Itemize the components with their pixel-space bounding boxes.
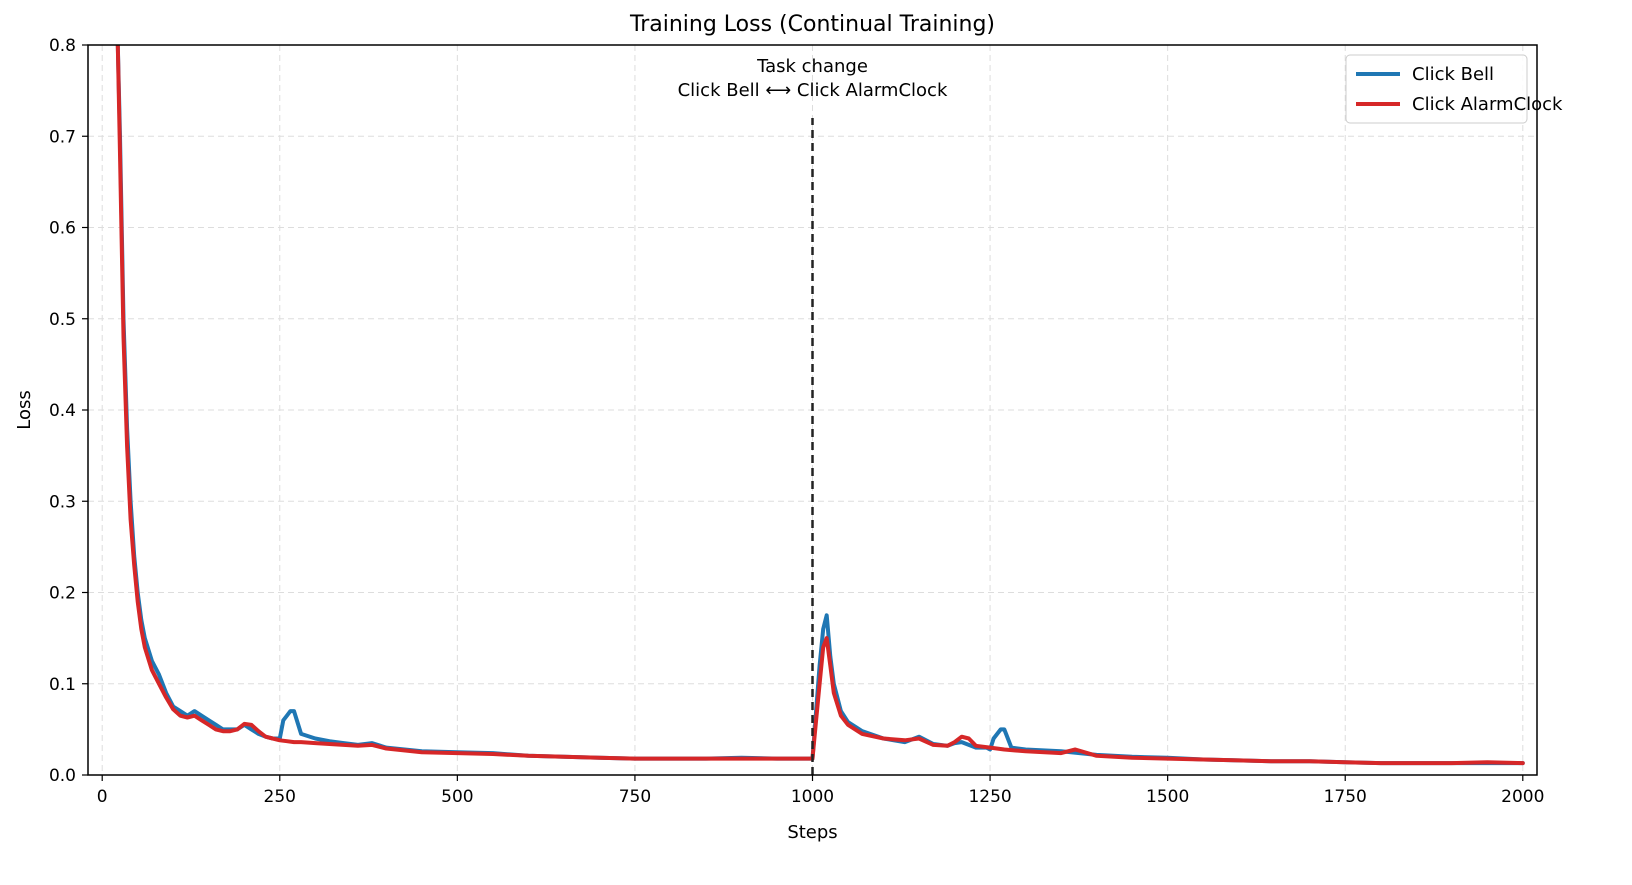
x-tick-label: 750 bbox=[619, 787, 651, 807]
axis-layer: 0 250 500 750 1000 1250 1500 1750 2000 0.0 0.1 0.2 0… bbox=[49, 36, 1544, 807]
x-tick-label: 1250 bbox=[968, 787, 1011, 807]
y-tick-label: 0.0 bbox=[49, 766, 76, 786]
x-tick-label: 1750 bbox=[1324, 787, 1367, 807]
y-tick-label: 0.8 bbox=[49, 36, 76, 56]
legend: Click Bell Click AlarmClock bbox=[1345, 54, 1563, 124]
y-tick-label: 0.6 bbox=[49, 219, 76, 239]
x-tick-label: 0 bbox=[97, 787, 108, 807]
series-line-click-alarmclock bbox=[115, 45, 1525, 766]
y-tick-label: 0.1 bbox=[49, 675, 76, 695]
x-tick-label: 500 bbox=[441, 787, 473, 807]
y-axis-label: Loss bbox=[14, 390, 35, 429]
annotation-task-swap: Click Bell ⟷ Click AlarmClock bbox=[678, 80, 948, 101]
x-tick-label: 1000 bbox=[791, 787, 834, 807]
legend-label-click-bell: Click Bell bbox=[1412, 64, 1494, 85]
x-tick-label: 1500 bbox=[1146, 787, 1189, 807]
x-tick-label: 2000 bbox=[1501, 787, 1544, 807]
y-tick-label: 0.7 bbox=[49, 127, 76, 147]
annotation-task-change: Task change bbox=[756, 56, 868, 77]
chart-title: Training Loss (Continual Training) bbox=[629, 12, 995, 37]
y-tick-label: 0.3 bbox=[49, 492, 76, 512]
annotation-layer: Task change Click Bell ⟷ Click AlarmCloc… bbox=[678, 56, 948, 775]
x-tick-label: 250 bbox=[264, 787, 296, 807]
series-line-click-bell bbox=[115, 45, 1525, 766]
y-tick-label: 0.2 bbox=[49, 584, 76, 604]
legend-label-click-alarmclock: Click AlarmClock bbox=[1412, 94, 1563, 115]
x-axis-label: Steps bbox=[787, 822, 837, 843]
data-layer bbox=[115, 45, 1525, 766]
y-tick-label: 0.5 bbox=[49, 310, 76, 330]
y-tick-label: 0.4 bbox=[49, 401, 76, 421]
